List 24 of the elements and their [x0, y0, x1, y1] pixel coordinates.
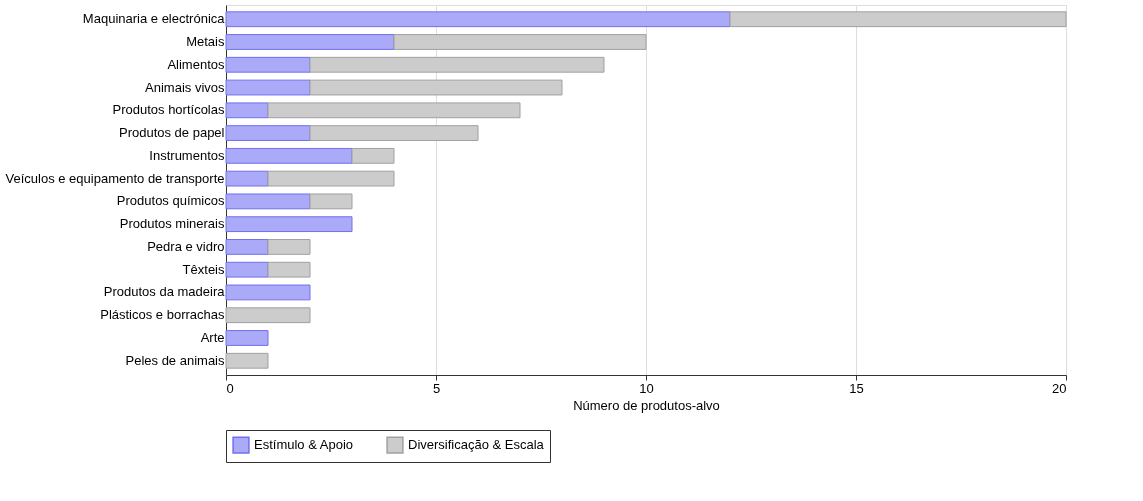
y-tick-label: Alimentos — [167, 56, 225, 72]
y-tick-label: Produtos hortícolas — [112, 102, 225, 118]
y-tick-label: Instrumentos — [149, 147, 225, 163]
y-tick-label: Arte — [200, 330, 225, 345]
y-tick-label: Animais vivos — [145, 79, 225, 95]
legend-label: Estímulo & Apoio — [254, 437, 353, 453]
x-tick-label: 10 — [639, 380, 654, 396]
x-tick-label: 20 — [1052, 380, 1067, 396]
y-tick-label: Produtos minerais — [119, 216, 225, 232]
y-tick-label: Produtos da madeira — [103, 284, 226, 300]
y-tick-label: Veículos e equipamento de transporte — [5, 170, 225, 186]
y-tick-label: Metais — [186, 34, 225, 49]
x-tick-label: 0 — [226, 380, 234, 396]
y-tick-label: Maquinaria e electrónica — [82, 11, 226, 27]
x-tick-label: 15 — [849, 380, 864, 396]
y-tick-label: Pedra e vidro — [147, 238, 225, 254]
y-tick-label: Produtos de papel — [118, 125, 225, 141]
y-tick-label: Produtos químicos — [116, 193, 225, 209]
y-tick-label: Peles de animais — [125, 352, 225, 368]
y-tick-label: Plásticos e borrachas — [100, 307, 225, 323]
legend-label: Diversificação & Escala — [408, 437, 545, 453]
x-tick-label: 5 — [432, 380, 441, 396]
y-tick-label: Têxteis — [182, 261, 225, 277]
x-axis-title: Número de produtos-alvo — [573, 397, 720, 413]
